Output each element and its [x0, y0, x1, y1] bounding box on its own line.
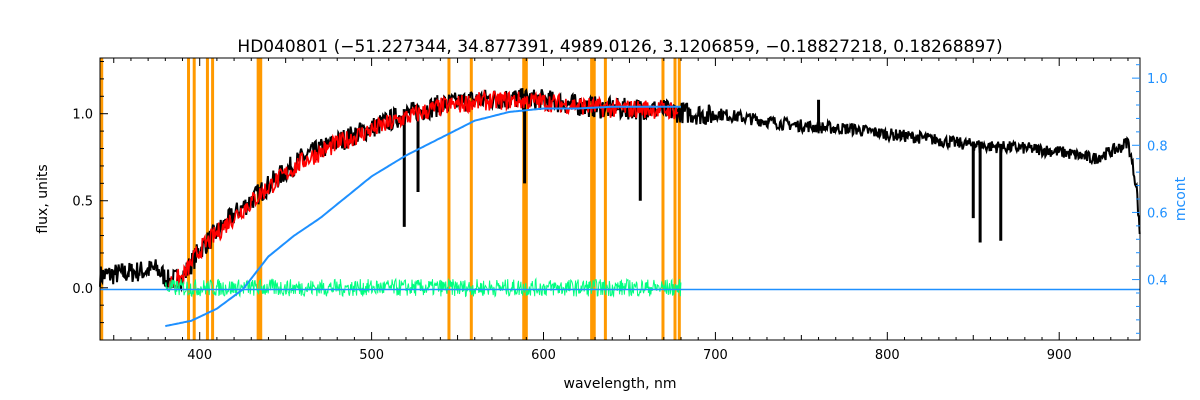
y-tick-label: 1.0 [72, 108, 93, 123]
x-tick-label: 400 [187, 348, 212, 363]
chart-title: HD040801 (−51.227344, 34.877391, 4989.01… [237, 37, 1002, 57]
y2-tick-label: 0.6 [1147, 206, 1168, 221]
y2-axis-label: mcont [1173, 176, 1189, 221]
x-tick-label: 600 [531, 348, 556, 363]
y2-tick-label: 1.0 [1147, 72, 1168, 87]
model-spectrum [168, 88, 679, 289]
y2-tick-label: 0.4 [1147, 274, 1168, 289]
series-layer [99, 88, 1141, 328]
y-axis: 0.0 0.5 1.0 [72, 60, 108, 341]
x-tick-label: 900 [1047, 348, 1072, 363]
x-axis-label: wavelength, nm [564, 376, 677, 392]
x-tick-label: 500 [359, 348, 384, 363]
continuum-curve [165, 105, 681, 328]
x-tick-label: 800 [875, 348, 900, 363]
y2-tick-label: 0.8 [1147, 139, 1168, 154]
y-tick-label: 0.5 [72, 195, 93, 210]
x-tick-label: 700 [703, 348, 728, 363]
x-axis: 400 500 600 700 800 900 [113, 58, 1129, 363]
y-axis-label: flux, units [35, 164, 51, 233]
y2-axis: 0.4 0.6 0.8 1.0 [1132, 64, 1168, 334]
plot-frame [99, 57, 1141, 341]
residual-series [164, 277, 682, 298]
y-tick-label: 0.0 [72, 282, 93, 297]
observed-spectrum [99, 88, 1141, 293]
